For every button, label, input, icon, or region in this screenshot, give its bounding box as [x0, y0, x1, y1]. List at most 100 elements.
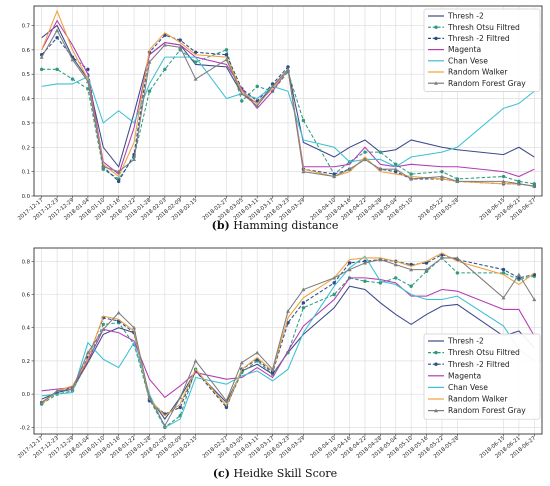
data-point [70, 77, 75, 81]
data-point [332, 275, 337, 280]
data-point [501, 271, 506, 275]
data-point [255, 103, 260, 108]
data-point [286, 309, 290, 313]
series-line [41, 19, 535, 178]
legend-item: Thresh Otsu Filtred [428, 23, 520, 32]
y-tick-label: 0.4 [22, 97, 31, 103]
data-point [255, 84, 259, 89]
data-point [440, 169, 444, 174]
data-point [409, 284, 413, 288]
legend-label: Thresh -2 [447, 337, 484, 346]
data-point [532, 182, 537, 186]
series-magenta [41, 19, 535, 178]
legend-label: Chan Vese [448, 383, 488, 392]
data-point [55, 67, 59, 72]
data-point [270, 370, 275, 375]
y-tick-label: 0.2 [22, 145, 30, 151]
data-point [193, 50, 198, 54]
legend-item: Thresh -2 Filtred [428, 34, 510, 43]
caption-text: Heidke Skill Score [233, 467, 337, 480]
legend-box [423, 333, 541, 420]
data-point [147, 395, 152, 400]
legend-item: Thresh -2 [428, 337, 484, 346]
data-point [116, 179, 121, 184]
legend-label: Thresh Otsu Filtred [447, 23, 520, 32]
legend-label: Thresh -2 [447, 12, 484, 21]
data-point [301, 118, 306, 123]
figure-caption: (c) Heidke Skill Score [213, 467, 337, 480]
legend-item: Random Forest Gray [428, 406, 526, 415]
caption-letter: (c) [213, 467, 230, 480]
data-point [455, 177, 460, 181]
legend-label: Thresh -2 Filtred [447, 360, 510, 369]
data-point [224, 405, 229, 410]
data-point [501, 267, 506, 272]
series-magenta [41, 277, 535, 399]
data-point [362, 260, 367, 265]
data-point [178, 45, 183, 50]
y-tick-label: 0.4 [22, 326, 31, 332]
legend-label: Random Forest Gray [448, 406, 526, 415]
y-tick-label: 0.5 [22, 72, 30, 78]
data-point [70, 387, 75, 391]
y-tick-label: 0.1 [22, 170, 30, 176]
data-point [39, 55, 44, 59]
data-point [39, 67, 44, 72]
data-point [178, 395, 183, 400]
data-point [239, 360, 244, 365]
data-point [332, 172, 336, 176]
data-point [455, 179, 460, 183]
data-point [378, 281, 383, 285]
legend-item: Thresh Otsu Filtred [428, 348, 520, 357]
data-point [224, 53, 229, 57]
data-point [132, 157, 137, 162]
legend-item: Thresh -2 [428, 12, 484, 21]
caption-text: Hamming distance [233, 219, 338, 232]
data-point [255, 99, 259, 103]
legend: Thresh -2 Thresh Otsu Filtred Thresh -2 Fi… [423, 8, 541, 92]
data-point [517, 179, 521, 184]
data-point [378, 167, 383, 171]
chart-hamming-distance: 0.00.10.20.30.40.50.60.72017-12-172017-1… [17, 5, 543, 232]
series-line [41, 24, 535, 168]
data-point [86, 67, 90, 72]
data-point [394, 276, 398, 280]
data-point [378, 257, 383, 262]
legend-box [423, 8, 541, 92]
data-point [101, 164, 106, 169]
legend-marker [434, 350, 438, 355]
data-point [301, 301, 306, 305]
data-point [193, 60, 198, 64]
plot-frame [33, 5, 543, 197]
legend-label: Chan Vese [448, 56, 488, 65]
figure-caption: (b) Hamming distance [212, 219, 339, 232]
data-point [163, 67, 167, 72]
data-point [116, 169, 121, 174]
data-point [532, 297, 537, 302]
series-random-forest-gray [39, 255, 537, 428]
legend-label: Thresh -2 Filtred [447, 34, 510, 43]
data-point [347, 261, 352, 265]
y-tick-label: -0.2 [20, 425, 30, 431]
legend-item: Magenta [428, 45, 481, 54]
data-point [178, 405, 182, 410]
data-point [409, 176, 414, 181]
legend-item: Random Forest Gray [428, 79, 526, 88]
legend-marker [434, 81, 438, 85]
data-point [55, 28, 60, 32]
legend-item: Random Walker [428, 395, 508, 404]
data-point [70, 57, 75, 62]
legend-item: Chan Vese [428, 383, 488, 392]
data-point [409, 267, 414, 272]
data-point [393, 262, 398, 267]
y-tick-label: 0.6 [22, 293, 31, 299]
data-point [439, 255, 444, 260]
data-point [270, 84, 275, 88]
data-point [224, 57, 229, 62]
data-point [516, 181, 521, 186]
data-point [455, 255, 460, 260]
legend-marker [434, 36, 438, 41]
series-line [41, 277, 535, 399]
data-point [132, 325, 137, 330]
